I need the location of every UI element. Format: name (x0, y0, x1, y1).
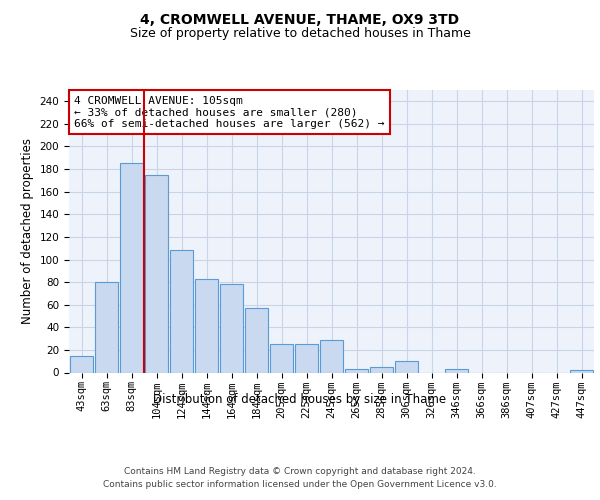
Bar (295, 344, 319, 372)
Bar (245, 308, 268, 372)
Y-axis label: Number of detached properties: Number of detached properties (21, 138, 34, 324)
Bar (95, 282, 118, 372)
Bar (194, 278, 218, 372)
Text: Size of property relative to detached houses in Thame: Size of property relative to detached ho… (130, 28, 470, 40)
Text: Distribution of detached houses by size in Thame: Distribution of detached houses by size … (154, 392, 446, 406)
Bar (145, 175, 169, 372)
Bar (569, 370, 593, 372)
Bar (344, 369, 368, 372)
Bar (320, 340, 343, 372)
Bar (445, 369, 469, 372)
Bar (269, 344, 293, 372)
Text: 4 CROMWELL AVENUE: 105sqm
← 33% of detached houses are smaller (280)
66% of semi: 4 CROMWELL AVENUE: 105sqm ← 33% of detac… (74, 96, 385, 129)
Bar (220, 284, 244, 372)
Bar (119, 164, 143, 372)
Text: 4, CROMWELL AVENUE, THAME, OX9 3TD: 4, CROMWELL AVENUE, THAME, OX9 3TD (140, 12, 460, 26)
Bar (370, 367, 394, 372)
Bar (70, 356, 94, 372)
Bar (170, 250, 193, 372)
Text: Contains HM Land Registry data © Crown copyright and database right 2024.
Contai: Contains HM Land Registry data © Crown c… (103, 468, 497, 489)
Bar (395, 361, 418, 372)
